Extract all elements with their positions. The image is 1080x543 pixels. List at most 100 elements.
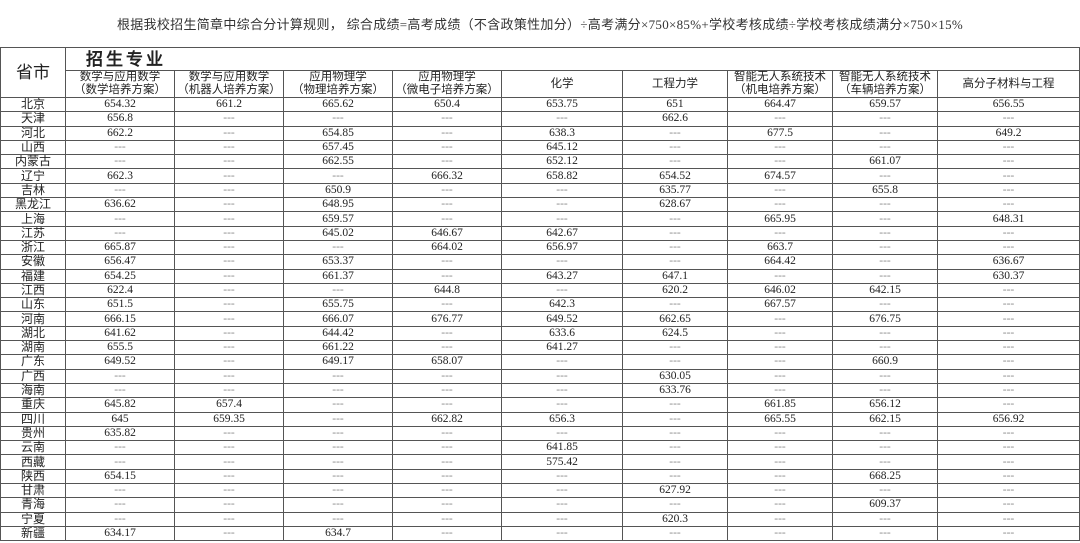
- score-cell: 656.3: [501, 411, 623, 427]
- score-cell: 656.12: [832, 397, 938, 413]
- score-cell: ---: [174, 382, 284, 399]
- score-cell: 661.22: [283, 340, 393, 356]
- table-row: 贵州 635.82 --- --- --- --- --- --- --- ---: [0, 425, 1080, 442]
- score-cell: ---: [392, 397, 502, 413]
- score-cell: ---: [283, 483, 393, 499]
- table-row: 内蒙古 --- --- 662.55 --- 652.12 --- --- 661.07 ---: [0, 154, 1080, 170]
- score-cell: 642.15: [832, 282, 938, 299]
- score-cell: ---: [727, 454, 833, 470]
- score-cell: 646.02: [727, 282, 833, 299]
- table-row: 江苏 --- --- 645.02 646.67 642.67 --- --- --- ---: [0, 225, 1080, 241]
- score-cell: ---: [622, 411, 728, 427]
- score-cell: ---: [174, 282, 284, 299]
- score-cell: 638.3: [501, 125, 623, 141]
- province-cell: 北京: [0, 96, 66, 113]
- score-cell: 655.5: [65, 340, 175, 356]
- score-cell: 651: [622, 96, 728, 113]
- score-cell: ---: [622, 454, 728, 470]
- score-cell: ---: [501, 483, 623, 499]
- score-cell: 636.67: [936, 254, 1080, 270]
- score-cell: ---: [283, 454, 393, 470]
- score-cell: ---: [392, 340, 502, 356]
- province-cell: 青海: [0, 497, 66, 513]
- score-cell: 676.75: [832, 311, 938, 327]
- score-cell: 662.55: [283, 154, 393, 170]
- score-cell: ---: [65, 382, 175, 399]
- province-cell: 安徽: [0, 254, 66, 270]
- score-cell: ---: [832, 454, 938, 470]
- score-cell: 630.05: [622, 368, 728, 384]
- table-row: 湖南 655.5 --- 661.22 --- 641.27 --- --- --- ---: [0, 340, 1080, 356]
- score-cell: ---: [501, 525, 623, 542]
- score-cell: ---: [936, 497, 1080, 513]
- score-cell: ---: [174, 154, 284, 170]
- score-cell: 649.17: [283, 354, 393, 370]
- score-cell: ---: [727, 268, 833, 284]
- province-cell: 山东: [0, 297, 66, 313]
- score-cell: ---: [727, 525, 833, 542]
- score-cell: ---: [832, 211, 938, 227]
- major-name: 应用物理学: [418, 71, 476, 84]
- score-cell: ---: [936, 182, 1080, 199]
- major-name: 数学与应用数学: [79, 71, 161, 84]
- score-cell: ---: [832, 111, 938, 127]
- major-name: 智能无人系统技术: [839, 71, 931, 84]
- score-cell: ---: [832, 197, 938, 213]
- score-cell: 664.02: [392, 239, 502, 256]
- score-cell: ---: [174, 425, 284, 442]
- province-cell: 浙江: [0, 239, 66, 256]
- score-cell: ---: [936, 311, 1080, 327]
- table-row: 山东 651.5 --- 655.75 --- 642.3 --- 667.57 --- ---: [0, 297, 1080, 313]
- major-track: （机器人培养方案）: [177, 84, 281, 96]
- table-row: 四川 645 659.35 --- 662.82 656.3 --- 665.55 662.15…: [0, 411, 1080, 427]
- province-cell: 陕西: [0, 468, 66, 485]
- score-cell: ---: [283, 397, 393, 413]
- major-name: 数学与应用数学: [188, 71, 270, 84]
- score-cell: ---: [622, 440, 728, 456]
- score-cell: ---: [501, 211, 623, 227]
- score-cell: ---: [174, 197, 284, 213]
- province-header: 省市: [0, 47, 66, 98]
- admission-score-table: 省市 招生专业 数学与应用数学 （数学培养方案） 数学与应用数学 （机器人培养方案）应…: [0, 47, 1080, 542]
- column-header: 数学与应用数学 （机器人培养方案）: [174, 70, 284, 98]
- score-cell: ---: [174, 354, 284, 370]
- score-cell: 645: [65, 411, 175, 427]
- province-cell: 湖南: [0, 340, 66, 356]
- score-cell: 665.55: [727, 411, 833, 427]
- score-cell: 635.77: [622, 182, 728, 199]
- table-row: 广西 --- --- --- --- --- 630.05 --- --- ---: [0, 368, 1080, 384]
- province-cell: 福建: [0, 268, 66, 284]
- province-cell: 宁夏: [0, 511, 66, 527]
- score-cell: ---: [501, 368, 623, 384]
- score-cell: 655.75: [283, 297, 393, 313]
- score-cell: 634.17: [65, 525, 175, 542]
- score-cell: ---: [727, 139, 833, 156]
- score-cell: ---: [283, 111, 393, 127]
- column-header: 智能无人系统技术 （机电培养方案）: [727, 70, 833, 98]
- score-cell: ---: [174, 368, 284, 384]
- score-cell: ---: [936, 325, 1080, 342]
- score-cell: 662.82: [392, 411, 502, 427]
- score-cell: ---: [501, 354, 623, 370]
- score-cell: ---: [936, 354, 1080, 370]
- province-cell: 江苏: [0, 225, 66, 241]
- table-row: 黑龙江 636.62 --- 648.95 --- --- 628.67 --- --- ---: [0, 197, 1080, 213]
- score-cell: ---: [936, 440, 1080, 456]
- score-cell: ---: [832, 297, 938, 313]
- score-cell: ---: [936, 483, 1080, 499]
- score-cell: 647.1: [622, 268, 728, 284]
- score-cell: 656.55: [936, 96, 1080, 113]
- score-cell: ---: [622, 468, 728, 485]
- score-cell: ---: [501, 111, 623, 127]
- table-row: 湖北 641.62 --- 644.42 --- 633.6 624.5 --- --- ---: [0, 325, 1080, 342]
- province-cell: 黑龙江: [0, 197, 66, 213]
- score-cell: ---: [174, 297, 284, 313]
- major-track: （机电培养方案）: [734, 84, 826, 96]
- score-cell: ---: [174, 168, 284, 184]
- score-cell: ---: [392, 154, 502, 170]
- score-cell: 648.31: [936, 211, 1080, 227]
- province-cell: 内蒙古: [0, 154, 66, 170]
- score-cell: 667.57: [727, 297, 833, 313]
- score-cell: 622.4: [65, 282, 175, 299]
- score-cell: 635.82: [65, 425, 175, 442]
